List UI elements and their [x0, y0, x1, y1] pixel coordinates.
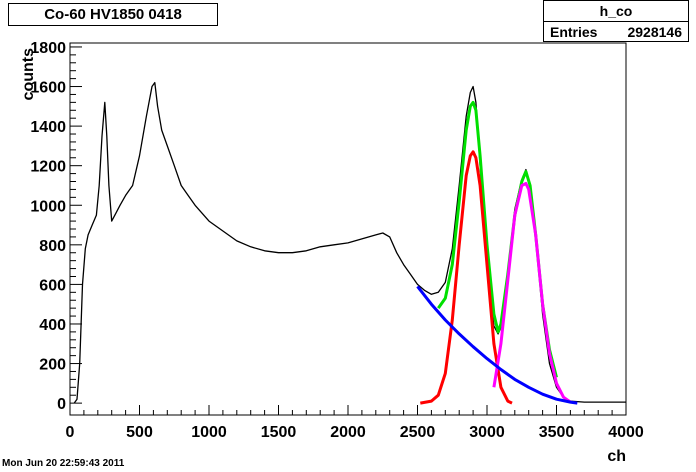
plot-frame	[69, 42, 627, 416]
y-tick-label: 800	[39, 238, 66, 255]
y-tick-label: 1800	[30, 40, 66, 57]
chart-title: Co-60 HV1850 0418	[8, 3, 218, 26]
series-layer	[73, 81, 626, 405]
histogram-line	[73, 81, 626, 404]
y-tick-label: 1200	[30, 159, 66, 176]
x-tick-label: 0	[66, 424, 75, 441]
x-tick-label: 2000	[330, 424, 366, 441]
stats-entries-label: Entries	[550, 24, 598, 40]
y-tick-label: 1400	[30, 119, 66, 136]
x-axis: 0 500 1000 1500 2000 2500 3000 3500 4000	[66, 405, 644, 441]
y-tick-label: 0	[57, 396, 66, 413]
y-tick-label: 1600	[30, 80, 66, 97]
stats-entries-value: 2928146	[627, 24, 682, 40]
x-tick-label: 3500	[539, 424, 575, 441]
x-tick-label: 2500	[400, 424, 436, 441]
y-tick-label: 200	[39, 357, 66, 374]
x-tick-label: 3000	[469, 424, 505, 441]
x-tick-label: 1500	[261, 424, 297, 441]
fit-curve-1	[437, 100, 558, 378]
x-axis-title: ch	[607, 448, 626, 465]
x-tick-label: 500	[126, 424, 153, 441]
x-tick-label: 1000	[191, 424, 227, 441]
timestamp: Mon Jun 20 22:59:43 2011	[2, 458, 125, 469]
y-axis-title: counts	[20, 48, 37, 101]
y-tick-label: 400	[39, 317, 66, 334]
fit-curve-4	[416, 285, 578, 405]
fit-curve-3	[492, 182, 572, 404]
y-tick-label: 600	[39, 277, 66, 294]
stats-entries-row: Entries 2928146	[544, 22, 688, 42]
x-tick-label: 4000	[608, 424, 644, 441]
stats-histogram-name: h_co	[544, 1, 688, 22]
stats-box: h_co Entries 2928146	[543, 0, 689, 42]
y-axis: 0 200 400 600 800 1000 1200 1400 1600 1800	[30, 40, 82, 413]
y-tick-label: 1000	[30, 198, 66, 215]
